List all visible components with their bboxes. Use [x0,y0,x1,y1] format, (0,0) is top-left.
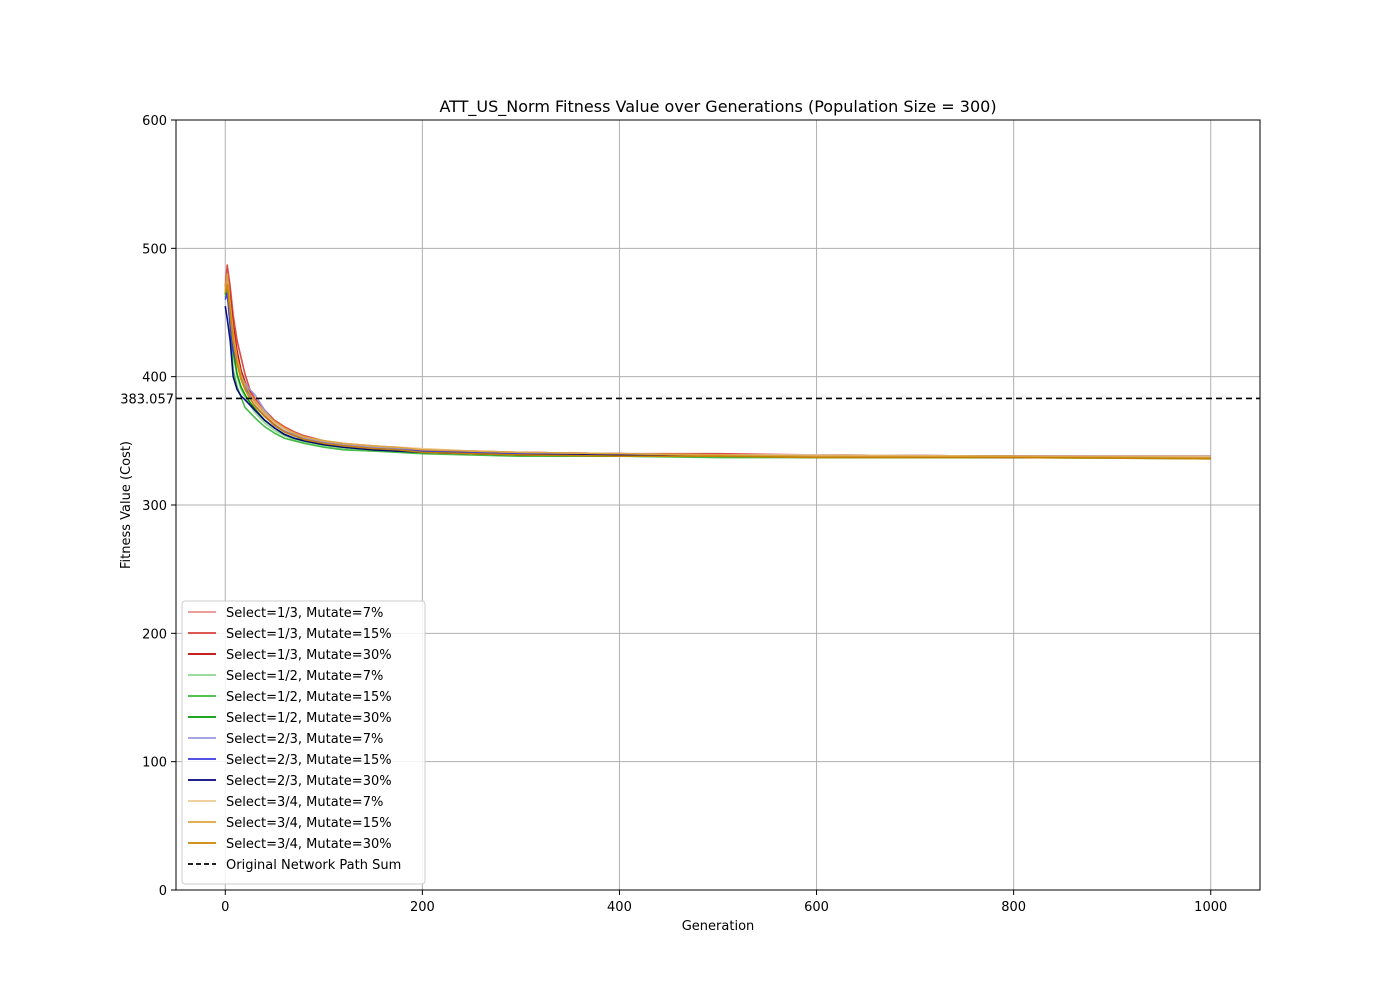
legend-label-9: Select=2/3, Mutate=30% [226,774,392,789]
y-tick-label: 300 [142,499,167,514]
legend: Select=1/3, Mutate=7% Select=1/3, Mutate=… [181,600,426,885]
series-line-12 [224,283,1211,460]
legend-label-8: Select=2/3, Mutate=15% [226,753,392,768]
x-tick-label: 600 [804,900,829,915]
legend-label-3: Select=1/3, Mutate=30% [226,648,392,663]
series-line-11 [224,273,1211,459]
series-line-8 [224,292,1211,458]
legend-label-1: Select=1/3, Mutate=7% [226,606,383,621]
y-tick-label: 0 [159,884,167,899]
y-tick-label: 100 [142,756,167,771]
legend-label-11: Select=3/4, Mutate=15% [226,816,392,831]
series-line-6 [224,283,1211,459]
series-line-3 [224,275,1211,458]
y-tick-label: 600 [142,114,167,129]
series-line-5 [224,288,1211,460]
series-line-2 [224,264,1211,458]
x-tick-label: 200 [410,900,435,915]
tick-layer: 0 200 400 600 800 1000 0 100 200 300 400 500 600 [142,114,1227,915]
series-line-7 [224,279,1211,458]
reference-line-layer: 383.057 [120,392,1260,407]
chart-title: ATT_US_Norm Fitness Value over Generatio… [439,97,996,117]
x-tick-label: 400 [607,900,632,915]
legend-label-4: Select=1/2, Mutate=7% [226,669,383,684]
reference-line-label: 383.057 [120,392,174,407]
y-axis-title: Fitness Value (Cost) [119,441,134,569]
legend-box [181,600,426,885]
legend-label-10: Select=3/4, Mutate=7% [226,795,383,810]
legend-label-12: Select=3/4, Mutate=30% [226,837,392,852]
y-tick-label: 400 [142,371,167,386]
series-line-10 [224,280,1211,458]
legend-label-5: Select=1/2, Mutate=15% [226,690,392,705]
series-line-1 [224,278,1211,459]
legend-label-6: Select=1/2, Mutate=30% [226,711,392,726]
y-tick-label: 500 [142,242,167,257]
series-layer [224,264,1211,460]
legend-label-13: Original Network Path Sum [226,858,401,873]
x-tick-label: 0 [221,900,229,915]
series-line-9 [224,305,1211,459]
x-tick-label: 800 [1001,900,1026,915]
y-tick-label: 200 [142,627,167,642]
legend-label-7: Select=2/3, Mutate=7% [226,732,383,747]
x-tick-label: 1000 [1194,900,1227,915]
series-line-4 [224,286,1211,459]
x-axis-title: Generation [682,919,755,934]
legend-label-2: Select=1/3, Mutate=15% [226,627,392,642]
